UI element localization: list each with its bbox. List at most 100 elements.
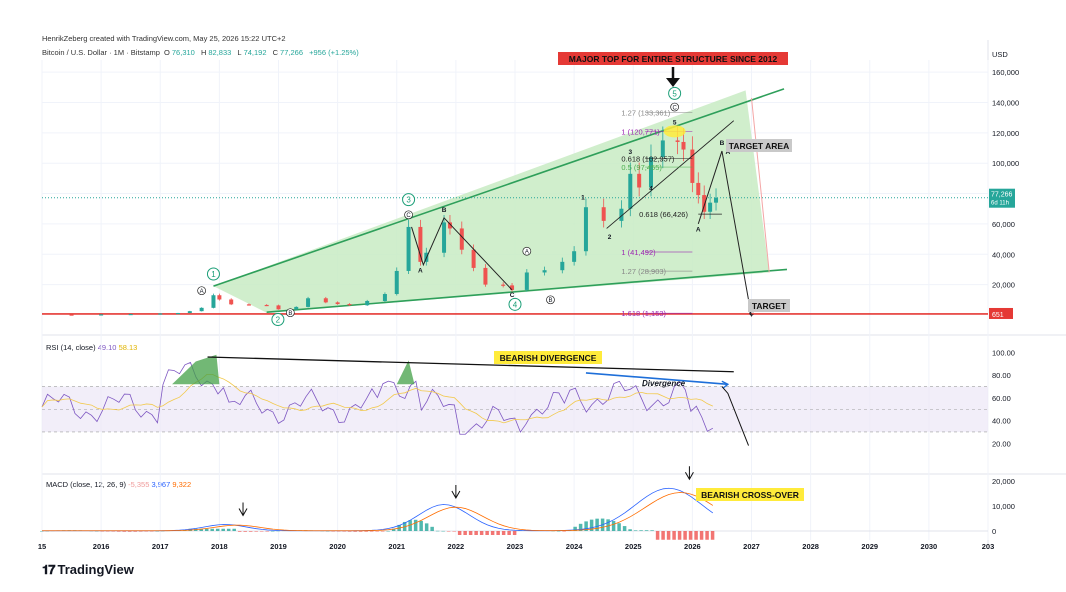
rsi-tick-label: 60.00 [992,394,1011,403]
candle-body [365,301,370,306]
macd-histogram-bar [105,531,110,532]
x-tick-label: 2025 [625,542,642,551]
macd-value: 3,967 [151,480,171,489]
x-tick-label: 2029 [861,542,878,551]
macd-legend: MACD (close, 12, 26, 9) -5,355 3,967 9,3… [46,480,191,489]
candle-body [583,207,588,252]
macd-histogram-bar [611,520,616,531]
candle-body [675,140,680,142]
wave-abc-2021 [411,216,513,291]
wave-number-label: 3 [406,196,411,205]
macd-histogram-bar [369,531,374,532]
divergence-line [585,372,728,386]
x-tick-label: 2028 [802,542,819,551]
x-tick-label: 2022 [448,542,465,551]
candle-body [217,295,222,300]
macd-histogram-bar [133,531,137,532]
macd-histogram-bar [463,531,467,535]
candle-body [199,307,204,312]
macd-histogram-bar [507,531,511,535]
rsi-legend: RSI (14, close) 49.10 58.13 [46,343,137,352]
signal-value: 9,322 [172,480,192,489]
macd-histogram-bar [419,520,423,531]
wave-circle-number [402,193,416,207]
y-tick-label: 140,000 [992,98,1019,107]
macd-histogram-bar [199,528,203,531]
wave-letter: A [696,226,701,233]
rsi-tick-label: 20.00 [992,439,1011,448]
red-line-badge [989,307,1013,319]
rsi-tick-label: 100.00 [992,348,1015,357]
macd-histogram-bar [584,521,588,531]
signal-line [42,492,714,532]
candle-body [524,272,529,290]
wave-circle-letter [197,286,206,296]
candle-body [418,226,423,262]
candle-body [572,251,577,262]
x-tick-label: 2030 [921,542,938,551]
divergence-arrow-head [721,380,730,389]
candle-body [264,304,269,307]
macd-histogram-bar [380,531,385,532]
wave-circle-letter [285,308,295,318]
candle-body [187,311,192,313]
wave-number-label: 4 [513,300,518,309]
x-tick-label: 2023 [507,542,524,551]
candle-body [447,222,452,229]
candle-body [306,298,311,307]
macd-tick-label: 20,000 [992,477,1015,486]
macd-histogram-bar [666,531,671,540]
macd-histogram-bar [688,531,693,540]
macd-histogram-bar [210,528,214,531]
wave-circle-number [508,297,522,311]
macd-histogram-bar [226,528,231,531]
subwave-number: 4 [649,186,653,193]
candle-body [619,208,624,221]
candle-body [708,202,713,212]
y-tick-label: 120,000 [992,129,1019,138]
open-value: 76,310 [171,48,195,57]
macd-histogram-bar [243,531,247,532]
fib-level-label: 1.27 (28,903) [621,267,666,276]
fib-level-label: 1 (41,492) [621,248,656,257]
bearish-crossover-annotation-text: BEARISH CROSS-OVER [701,490,799,500]
wave-channel-line [606,120,735,229]
fib-level-label: 0.618 (66,426) [639,210,688,219]
wedge-fill [213,90,770,313]
divergence-label: Divergence [642,379,686,388]
macd-histogram-bar [441,530,445,532]
wave-circle-number [668,86,682,100]
rsi-label: RSI (14, close) [46,343,96,352]
macd-histogram-bar [100,531,104,532]
candle-body [323,298,328,303]
macd-histogram-bar [512,531,517,535]
candle-body [501,284,506,286]
macd-histogram-bar [694,531,698,540]
macd-histogram-bar [496,531,500,535]
macd-histogram-bar [501,531,506,535]
wave-number-label: 5 [672,89,677,98]
macd-histogram-bar [144,531,148,532]
rsi-overbought-fill [172,354,220,385]
macd-histogram-bar [259,531,264,532]
close-value: 77,266 [280,48,303,57]
top-highlight [663,125,686,138]
macd-histogram-bar [221,528,225,531]
wave-letter-label: A [200,289,204,295]
macd-histogram-bar [562,531,566,532]
wave-number-label: 2 [276,316,281,325]
low-label: L [237,48,242,57]
macd-histogram-bar [331,531,335,532]
candle-body [648,157,653,188]
x-tick-label: 15 [38,542,46,551]
macd-hist-value: -5,355 [128,480,150,489]
macd-histogram-bar [468,531,473,535]
candle-body [637,173,642,188]
macd-histogram-bar [650,530,654,531]
wave-circle-letter [546,295,555,305]
wave-number-label: 1 [211,270,216,279]
fib-level-label: 0.5 (97,455) [621,163,662,172]
x-tick-label: 2020 [329,542,346,551]
macd-histogram-bar [358,531,363,532]
